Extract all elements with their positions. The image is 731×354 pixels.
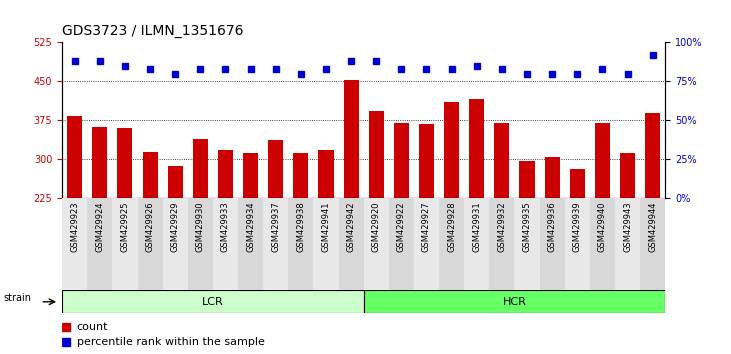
Text: GSM429928: GSM429928: [447, 201, 456, 252]
Bar: [464, 198, 489, 292]
Bar: [515, 198, 539, 292]
Text: count: count: [77, 321, 108, 332]
Bar: [640, 198, 665, 292]
Bar: [469, 99, 484, 315]
Text: strain: strain: [4, 293, 31, 303]
Bar: [319, 150, 333, 315]
Bar: [238, 198, 263, 292]
Bar: [263, 198, 288, 292]
Bar: [645, 113, 660, 315]
Bar: [389, 198, 414, 292]
Bar: [268, 140, 284, 315]
Bar: [62, 198, 87, 292]
Bar: [118, 128, 132, 315]
Bar: [615, 198, 640, 292]
Text: GSM429930: GSM429930: [196, 201, 205, 252]
Text: GSM429927: GSM429927: [422, 201, 431, 252]
Bar: [439, 198, 464, 292]
Text: GSM429937: GSM429937: [271, 201, 280, 252]
Text: GSM429920: GSM429920: [372, 201, 381, 252]
Bar: [545, 157, 560, 315]
Bar: [569, 169, 585, 315]
Text: HCR: HCR: [502, 297, 526, 307]
Bar: [595, 123, 610, 315]
Bar: [113, 198, 137, 292]
Bar: [344, 80, 359, 315]
Bar: [218, 150, 233, 315]
Text: GSM429934: GSM429934: [246, 201, 255, 252]
Bar: [167, 166, 183, 315]
Bar: [62, 290, 364, 313]
Bar: [364, 198, 389, 292]
Bar: [590, 198, 615, 292]
Bar: [188, 198, 213, 292]
Text: percentile rank within the sample: percentile rank within the sample: [77, 337, 265, 348]
Bar: [162, 198, 188, 292]
Bar: [87, 198, 113, 292]
Text: GSM429939: GSM429939: [573, 201, 582, 252]
Text: GSM429922: GSM429922: [397, 201, 406, 252]
Text: GSM429942: GSM429942: [346, 201, 355, 252]
Bar: [394, 123, 409, 315]
Bar: [444, 102, 459, 315]
Bar: [364, 290, 665, 313]
Text: GSM429944: GSM429944: [648, 201, 657, 252]
Bar: [293, 153, 308, 315]
Bar: [620, 153, 635, 315]
Bar: [489, 198, 515, 292]
Bar: [137, 198, 163, 292]
Text: GSM429936: GSM429936: [548, 201, 556, 252]
Text: GSM429943: GSM429943: [623, 201, 632, 252]
Text: GSM429923: GSM429923: [70, 201, 79, 252]
Text: GSM429926: GSM429926: [145, 201, 154, 252]
Bar: [539, 198, 564, 292]
Text: GSM429931: GSM429931: [472, 201, 481, 252]
Text: GSM429938: GSM429938: [296, 201, 306, 252]
Bar: [368, 111, 384, 315]
Bar: [520, 161, 534, 315]
Bar: [419, 124, 434, 315]
Bar: [288, 198, 314, 292]
Bar: [494, 123, 510, 315]
Text: GDS3723 / ILMN_1351676: GDS3723 / ILMN_1351676: [62, 24, 243, 38]
Bar: [314, 198, 338, 292]
Bar: [213, 198, 238, 292]
Bar: [414, 198, 439, 292]
Bar: [243, 153, 258, 315]
Bar: [338, 198, 364, 292]
Text: GSM429925: GSM429925: [121, 201, 129, 252]
Text: GSM429935: GSM429935: [523, 201, 531, 252]
Text: GSM429932: GSM429932: [497, 201, 507, 252]
Text: GSM429933: GSM429933: [221, 201, 230, 252]
Text: LCR: LCR: [202, 297, 224, 307]
Bar: [67, 116, 83, 315]
Text: GSM429929: GSM429929: [171, 201, 180, 252]
Bar: [564, 198, 590, 292]
Bar: [143, 152, 158, 315]
Text: GSM429924: GSM429924: [95, 201, 105, 252]
Bar: [92, 127, 107, 315]
Bar: [193, 138, 208, 315]
Text: GSM429940: GSM429940: [598, 201, 607, 252]
Text: GSM429941: GSM429941: [322, 201, 330, 252]
